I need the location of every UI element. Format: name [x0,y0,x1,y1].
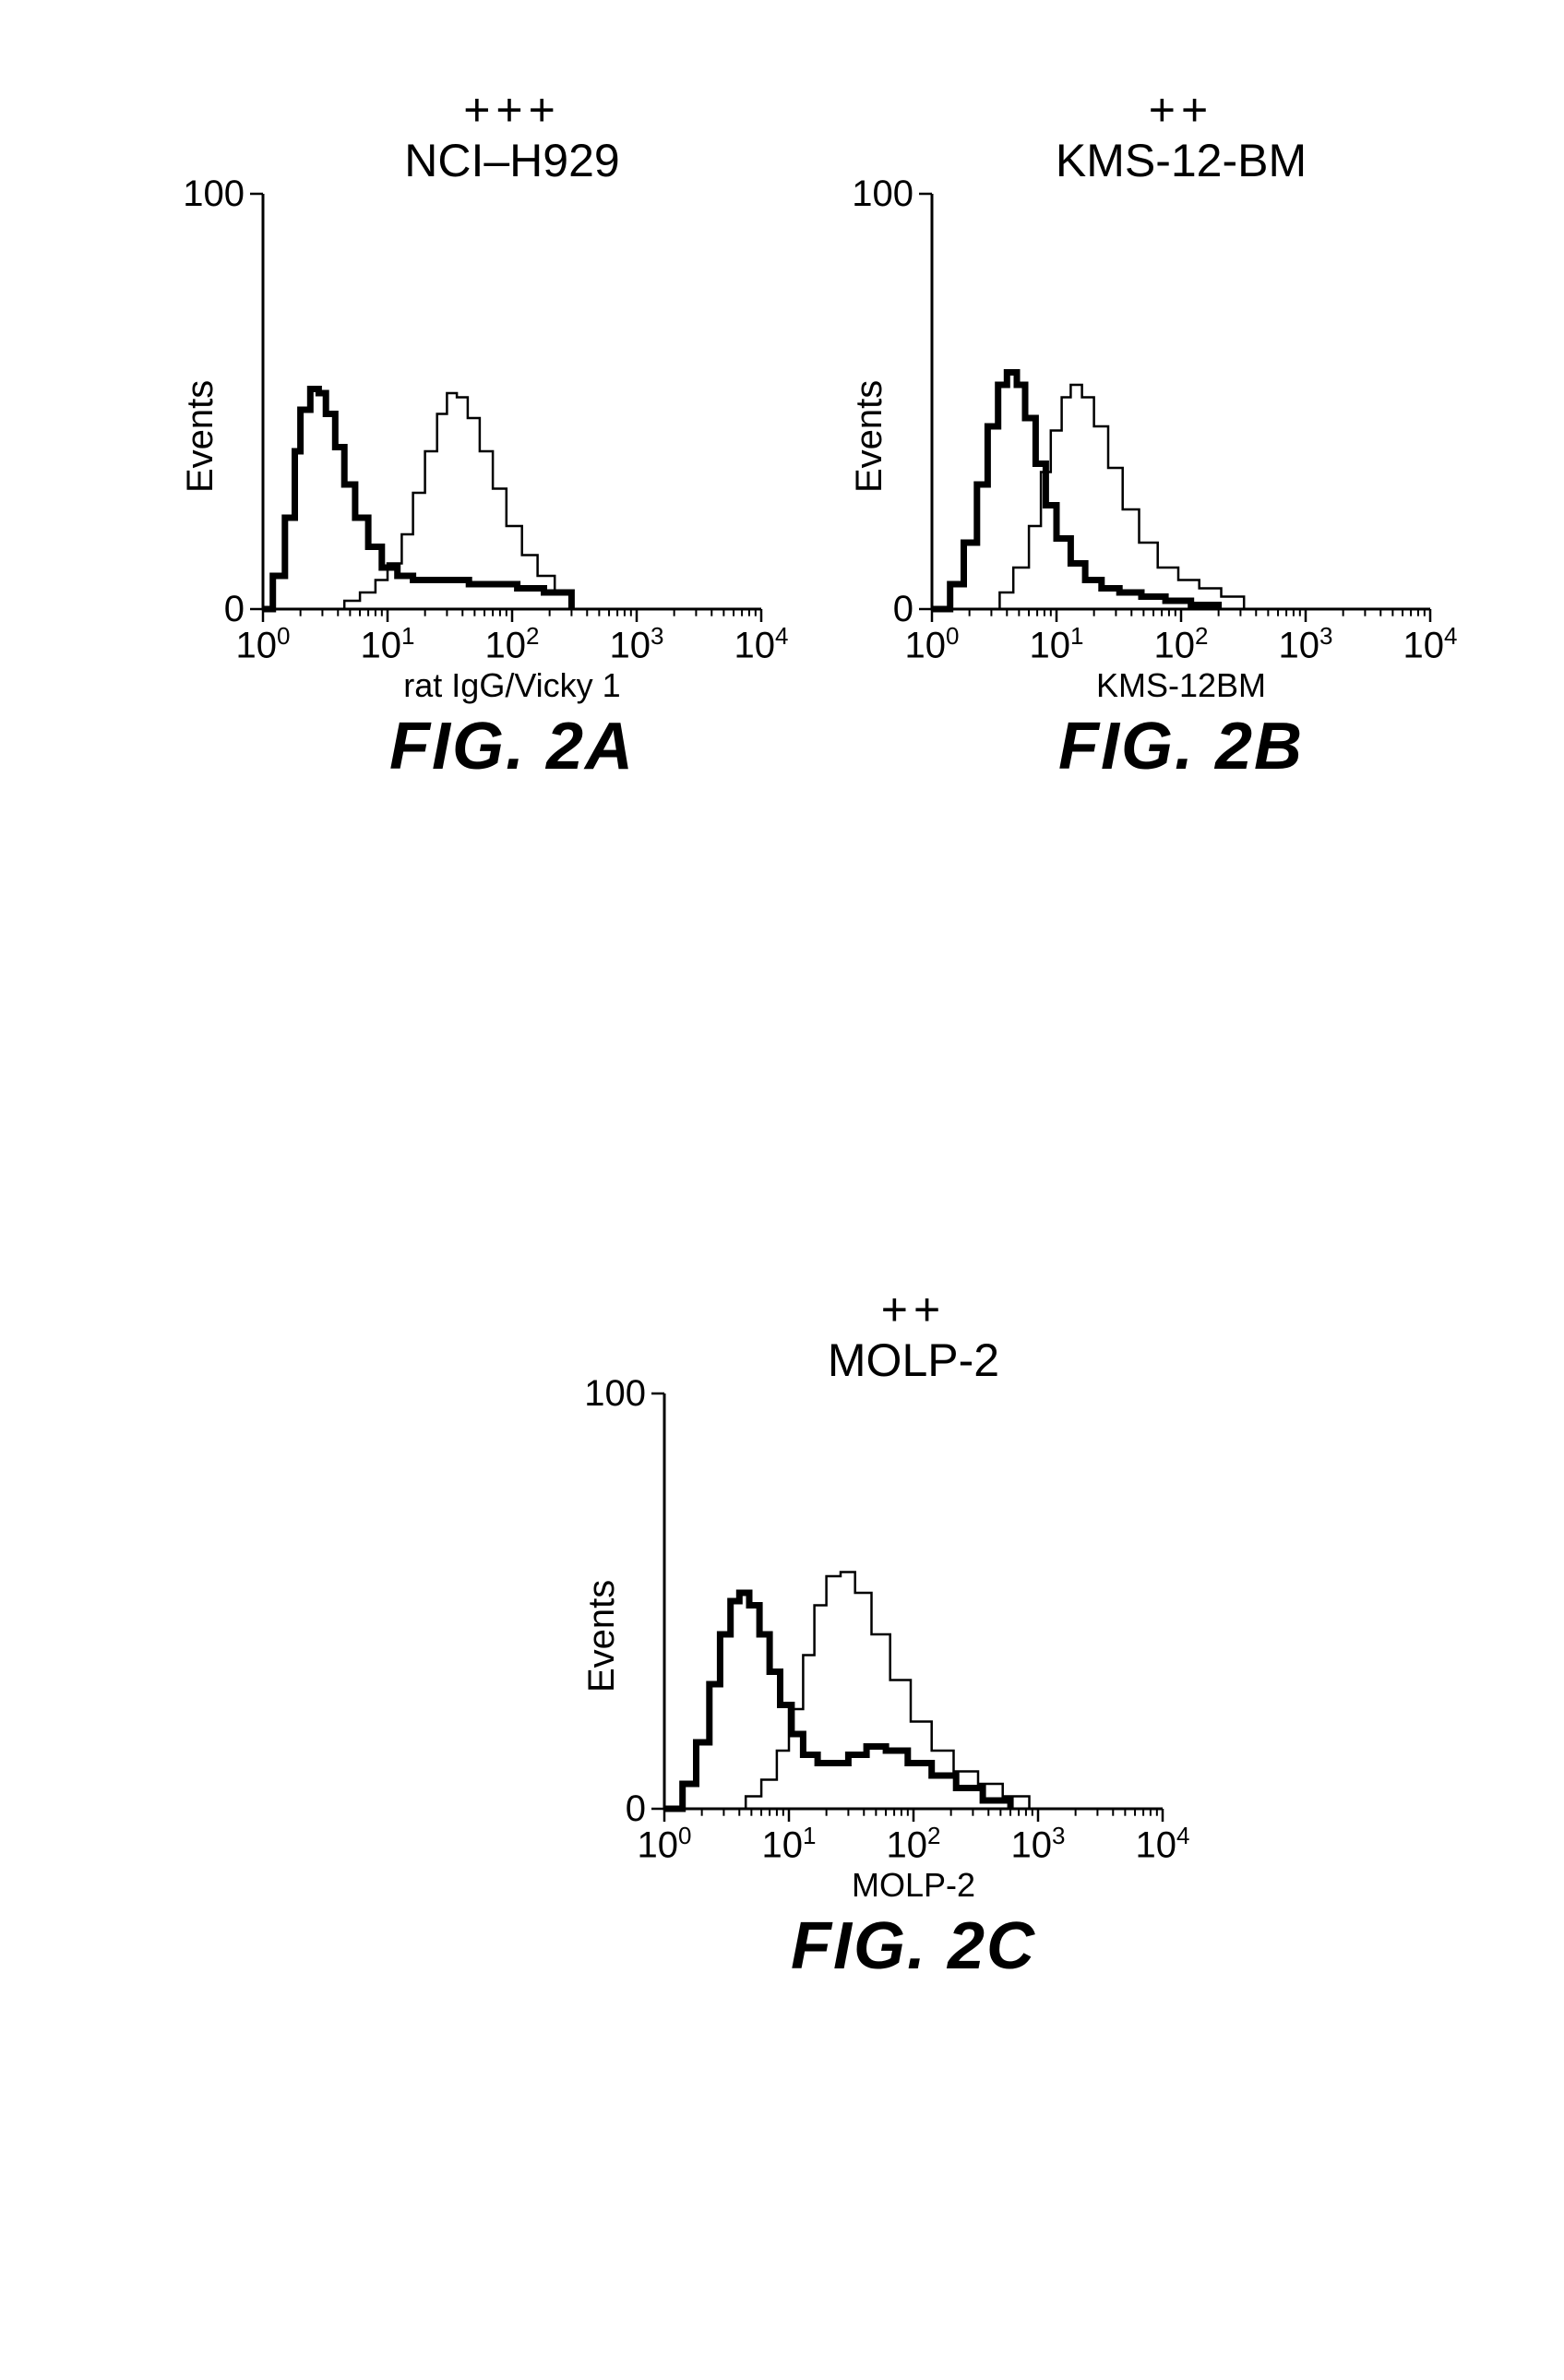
control-curve [263,389,571,610]
panel-B: ++KMS-12-BMEvents0100100101102103104KMS-… [803,92,1467,960]
axes-frame [263,194,761,609]
panel-C: ++MOLP-2Events0100100101102103104MOLP-2F… [535,1292,1200,2159]
control-curve [664,1593,1010,1809]
sample-curve [982,385,1245,609]
flow-histogram-svg [803,92,1467,757]
sample-curve [322,393,571,609]
control-curve [932,373,1219,610]
sample-curve [723,1573,1029,1810]
flow-histogram-svg [134,92,798,757]
flow-histogram-svg [535,1292,1200,1956]
panel-A: +++NCI–H929Events0100100101102103104rat … [134,92,798,960]
axes-frame [932,194,1430,609]
